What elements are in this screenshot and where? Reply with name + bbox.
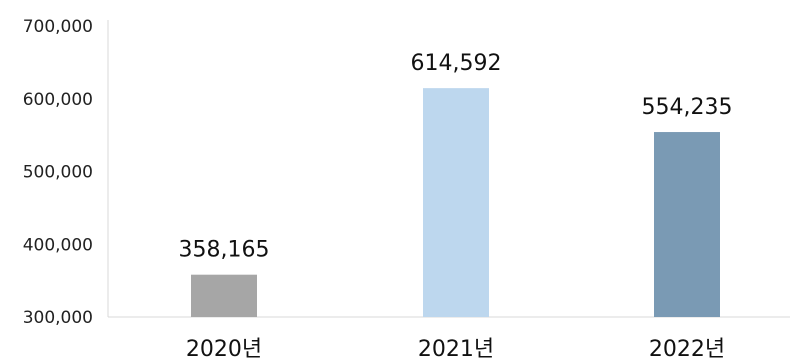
y-tick-label: 700,000 <box>23 17 93 37</box>
x-tick-label: 2020년 <box>186 337 262 361</box>
bar <box>191 274 257 317</box>
x-axis: 2020년 2021년 2022년 <box>108 316 790 361</box>
y-tick-label: 600,000 <box>23 90 93 110</box>
bars <box>191 88 720 317</box>
bar <box>423 88 489 317</box>
data-label: 554,235 <box>642 95 733 120</box>
bar <box>654 132 720 317</box>
y-tick-label: 500,000 <box>23 163 93 183</box>
data-label: 614,592 <box>411 51 502 76</box>
y-tick-label: 400,000 <box>23 235 93 255</box>
data-labels: 358,165 614,592 554,235 <box>179 51 733 263</box>
x-tick-label: 2021년 <box>418 337 494 361</box>
x-tick-label: 2022년 <box>649 337 725 361</box>
y-tick-label: 300,000 <box>23 308 93 328</box>
data-label: 358,165 <box>179 238 270 263</box>
y-axis: 300,000 400,000 500,000 600,000 700,000 <box>23 17 109 328</box>
